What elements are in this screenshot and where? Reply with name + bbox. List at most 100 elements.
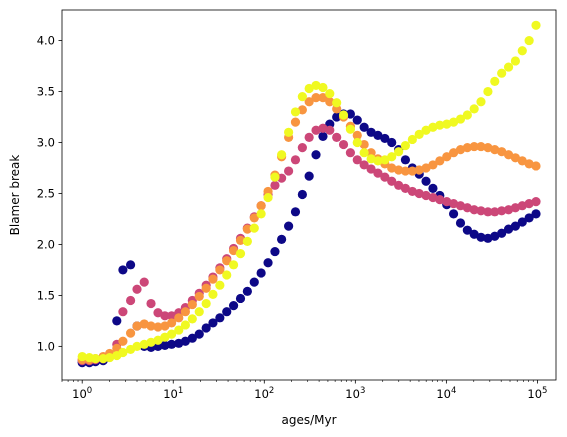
data-point: [497, 228, 507, 238]
data-point: [201, 323, 211, 333]
y-axis-label: Blamer break: [8, 155, 22, 236]
data-point: [435, 194, 445, 205]
data-point: [194, 307, 204, 317]
data-point: [435, 156, 445, 166]
data-point: [215, 313, 225, 323]
data-point: [387, 176, 397, 186]
data-point: [249, 277, 259, 287]
data-point: [304, 83, 314, 94]
data-point: [270, 180, 280, 190]
data-point: [311, 80, 321, 91]
data-point: [318, 131, 328, 141]
data-point: [208, 289, 218, 299]
data-point: [394, 165, 404, 175]
data-point: [483, 207, 493, 217]
data-point: [297, 143, 307, 153]
data-point: [304, 97, 314, 107]
data-point: [132, 284, 142, 294]
data-point: [421, 190, 431, 201]
data-point: [180, 307, 190, 317]
x-axis: 100 101 102 103 104 105: [61, 380, 547, 401]
data-point: [153, 308, 163, 318]
y-axis: 1.0 1.5 2.0 2.5 3.0 3.5 4.0: [37, 34, 62, 353]
data-point: [352, 115, 362, 125]
data-point: [345, 148, 356, 158]
data-point: [153, 335, 163, 345]
data-point: [132, 341, 142, 351]
data-point: [139, 277, 149, 287]
data-point: [448, 209, 459, 219]
data-point: [407, 166, 417, 176]
data-point: [118, 347, 128, 358]
data-point: [503, 62, 514, 72]
x-tick-label: 102: [254, 386, 274, 401]
data-point: [524, 35, 534, 46]
data-point: [352, 137, 362, 148]
data-point: [194, 329, 204, 339]
data-point: [256, 268, 266, 278]
data-point: [77, 351, 87, 362]
data-point: [325, 97, 335, 107]
data-point: [325, 88, 335, 99]
data-point: [373, 130, 383, 140]
data-point: [125, 260, 136, 270]
data-point: [428, 183, 438, 193]
data-point: [284, 127, 294, 137]
data-point: [297, 92, 307, 102]
data-point: [387, 163, 397, 173]
data-point: [325, 125, 335, 135]
data-point: [311, 93, 321, 103]
data-point: [455, 114, 466, 124]
data-point: [256, 201, 266, 211]
data-point: [174, 325, 184, 335]
axes-frame: [61, 9, 557, 381]
data-point: [400, 183, 411, 193]
data-point: [387, 152, 397, 162]
data-point: [290, 155, 301, 165]
data-point: [208, 318, 218, 328]
data-point: [476, 97, 486, 107]
x-tick-label: 100: [72, 386, 92, 401]
data-point: [400, 155, 411, 165]
data-point: [304, 132, 314, 143]
data-point: [208, 274, 218, 284]
data-point: [263, 192, 273, 203]
data-point: [503, 150, 514, 160]
data-point: [490, 231, 500, 241]
y-tick-label: 3.5: [37, 85, 55, 99]
data-point: [235, 235, 246, 245]
data-point: [497, 68, 507, 78]
data-point: [442, 152, 452, 162]
data-point: [421, 163, 431, 173]
data-point: [167, 311, 177, 321]
data-point: [318, 93, 328, 103]
data-point: [421, 176, 431, 186]
data-point: [510, 56, 520, 66]
data-point: [153, 322, 163, 332]
data-point: [242, 224, 252, 234]
series-1: [77, 123, 541, 366]
data-point: [187, 299, 197, 310]
data-point: [235, 293, 246, 304]
data-point: [380, 172, 390, 182]
y-tick-label: 2.0: [37, 237, 55, 251]
data-point: [174, 313, 184, 323]
points-layer: [77, 20, 541, 368]
data-point: [146, 321, 156, 331]
data-point: [167, 329, 177, 339]
data-point: [215, 265, 225, 275]
data-point: [146, 337, 156, 347]
data-point: [448, 117, 459, 127]
data-point: [400, 140, 411, 151]
data-point: [270, 246, 280, 257]
series-3: [77, 20, 541, 364]
data-point: [503, 224, 514, 234]
data-point: [421, 125, 431, 135]
data-point: [235, 249, 246, 259]
data-point: [194, 291, 204, 302]
y-tick-label: 3.0: [37, 136, 55, 150]
data-point: [167, 318, 177, 328]
series-0: [77, 109, 541, 368]
data-point: [222, 256, 232, 266]
data-point: [531, 209, 541, 219]
